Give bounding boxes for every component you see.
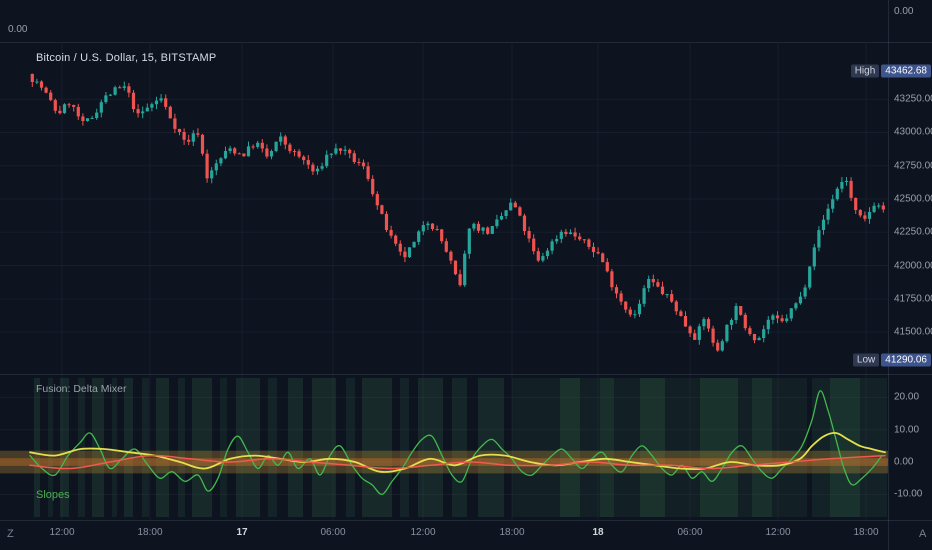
price-tick-label: 42750.00 [894, 160, 932, 172]
time-label: 12:00 [49, 527, 75, 538]
low-badge-label: Low [852, 353, 880, 367]
corner-label-right: A [919, 528, 927, 540]
symbol-legend[interactable]: Bitcoin / U.S. Dollar, 15, BITSTAMP [36, 52, 217, 64]
time-label: 06:00 [677, 527, 703, 538]
high-price-badge: High 43462.68 [850, 64, 931, 78]
price-tick-label: 42500.00 [894, 193, 932, 205]
price-tick-label: 42250.00 [894, 226, 932, 238]
low-price-badge: Low 41290.06 [852, 353, 931, 367]
time-label: 18:00 [853, 527, 879, 538]
indicator-sublabel: Slopes [36, 489, 70, 501]
corner-label-left: Z [7, 528, 14, 540]
price-tick-label: 41750.00 [894, 293, 932, 305]
low-badge-value: 41290.06 [881, 353, 931, 367]
time-label: 18 [592, 527, 604, 538]
indicator-legend[interactable]: Fusion: Delta Mixer [36, 383, 127, 395]
time-label: 06:00 [320, 527, 346, 538]
price-axis-zero-label: 0.00 [894, 6, 914, 17]
indicator-tick-label: -10.00 [894, 488, 923, 500]
high-badge-label: High [850, 64, 880, 78]
price-tick-label: 42000.00 [894, 260, 932, 272]
time-label: 18:00 [137, 527, 163, 538]
price-tick-label: 43000.00 [894, 126, 932, 138]
time-label: 12:00 [410, 527, 436, 538]
time-axis[interactable]: 12:00 18:00 17 06:00 12:00 18:00 18 06:00 12:00 1… [0, 521, 888, 550]
left-scale-label: 0.00 [8, 24, 28, 35]
price-tick-label: 43250.00 [894, 93, 932, 105]
time-label: 17 [236, 527, 248, 538]
price-tick-label: 41500.00 [894, 326, 932, 338]
time-label: 18:00 [499, 527, 525, 538]
indicator-tick-label: 0.00 [894, 456, 914, 468]
indicator-tick-label: 10.00 [894, 424, 920, 436]
high-badge-value: 43462.68 [881, 64, 931, 78]
price-axis[interactable]: 0.00 High 43462.68 Low 41290.06 43250.00 43… [850, 0, 932, 550]
time-label: 12:00 [765, 527, 791, 538]
indicator-tick-label: 20.00 [894, 391, 920, 403]
